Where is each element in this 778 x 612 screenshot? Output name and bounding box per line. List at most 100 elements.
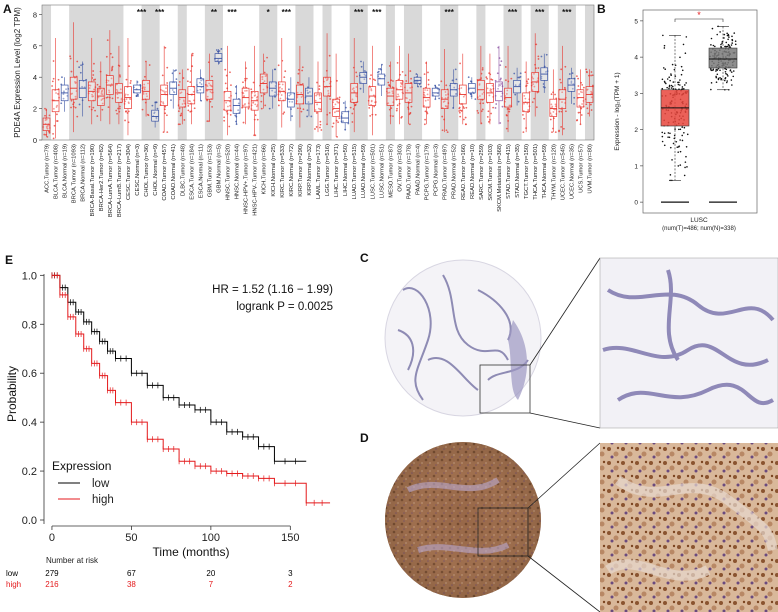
box: [232, 98, 241, 114]
data-point: [237, 102, 240, 105]
data-point: [386, 92, 389, 94]
data-point: [192, 99, 195, 102]
data-point: [488, 72, 491, 74]
data-point: [338, 117, 341, 120]
data-point: [727, 34, 730, 37]
data-point: [278, 89, 281, 92]
data-point: [101, 93, 104, 96]
significance-marker: *: [267, 8, 271, 17]
data-point: [355, 71, 358, 74]
data-point: [423, 73, 426, 76]
data-point: [717, 77, 720, 80]
data-point: [481, 93, 484, 95]
data-point: [401, 70, 404, 73]
data-point: [731, 84, 733, 86]
data-point: [351, 112, 354, 115]
data-point: [199, 88, 202, 91]
data-point: [563, 86, 566, 89]
data-point: [724, 70, 727, 73]
data-point: [581, 83, 584, 86]
data-point: [575, 119, 578, 122]
x-tick-label: BRCA.Normal (n=112): [81, 144, 87, 202]
data-point: [427, 83, 430, 86]
data-point: [684, 161, 687, 163]
data-point: [679, 128, 682, 131]
data-point: [409, 86, 412, 89]
box: [214, 53, 223, 62]
data-point: [177, 84, 180, 86]
data-point: [368, 107, 371, 109]
data-point: [119, 88, 122, 91]
data-point: [124, 93, 127, 96]
data-point: [170, 99, 172, 101]
data-point: [336, 97, 339, 100]
data-point: [479, 95, 481, 97]
data-point: [533, 72, 535, 75]
data-point: [101, 102, 104, 105]
data-point: [586, 88, 589, 91]
data-point: [56, 113, 58, 116]
box: [287, 92, 295, 108]
box: [187, 86, 196, 105]
data-point: [351, 88, 354, 91]
data-point: [444, 97, 447, 99]
x-axis-label: Time (months): [153, 545, 230, 559]
data-point: [427, 71, 429, 74]
data-point: [518, 76, 521, 79]
data-point: [301, 66, 304, 69]
risk-count: 2: [288, 580, 293, 589]
data-point: [586, 107, 589, 110]
data-point: [506, 89, 509, 92]
x-tick-label: TGCT.Tumor (n=150): [524, 144, 530, 199]
data-point: [115, 83, 118, 86]
data-point: [504, 66, 507, 68]
data-point: [481, 108, 484, 111]
data-point: [81, 85, 83, 88]
data-point: [182, 77, 185, 79]
data-point: [446, 106, 449, 109]
data-point: [681, 126, 684, 128]
data-point: [91, 93, 93, 96]
data-point: [710, 82, 713, 84]
data-point: [424, 118, 426, 121]
band-brca: [69, 5, 124, 140]
data-point: [284, 70, 287, 73]
data-point: [153, 112, 156, 115]
data-point: [438, 97, 441, 100]
data-point: [711, 27, 714, 30]
data-point: [52, 77, 55, 80]
data-point: [505, 127, 508, 130]
data-point: [679, 139, 681, 141]
data-point: [668, 85, 671, 88]
data-point: [555, 97, 558, 100]
data-point: [80, 64, 82, 67]
data-point: [65, 88, 67, 91]
data-point: [423, 105, 425, 107]
significance-marker: ***: [282, 8, 292, 17]
data-point: [445, 129, 448, 132]
data-point: [671, 85, 674, 88]
data-point: [61, 76, 63, 79]
data-point: [494, 79, 497, 82]
data-point: [396, 95, 399, 98]
data-point: [355, 93, 358, 96]
data-point: [564, 110, 567, 113]
data-point: [145, 92, 148, 95]
data-point: [460, 87, 463, 89]
data-point: [82, 80, 85, 83]
data-point: [391, 92, 394, 95]
data-point: [390, 79, 393, 82]
data-point: [723, 33, 726, 36]
data-point: [540, 55, 543, 58]
data-point: [331, 125, 334, 128]
data-point: [580, 107, 583, 110]
survival-curve-low: [51, 274, 307, 462]
data-point: [242, 121, 245, 124]
data-point: [486, 115, 489, 118]
data-point: [410, 77, 413, 80]
data-point: [672, 142, 675, 145]
data-point: [387, 81, 390, 84]
data-point: [673, 137, 676, 140]
data-point: [577, 77, 580, 80]
data-point: [720, 78, 722, 81]
